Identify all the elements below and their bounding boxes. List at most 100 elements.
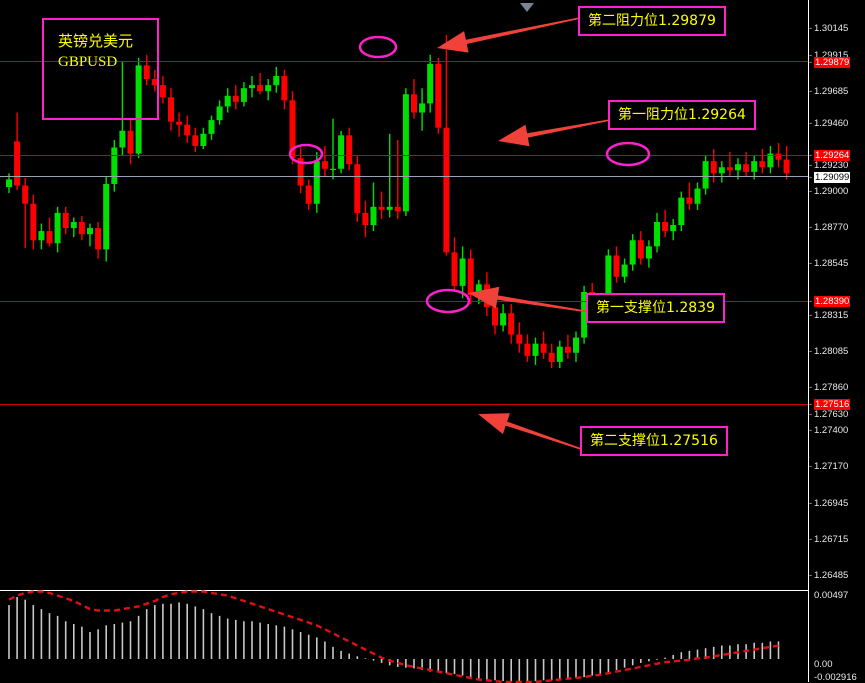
tick-mark: - [809,50,813,61]
candlestick [313,152,320,213]
candlestick [208,115,215,140]
candlestick [200,127,207,150]
candlestick [532,337,539,365]
price-tick: -1.28390 [809,296,865,307]
candlestick [694,182,701,210]
price-tick: -1.28315 [809,310,865,321]
candlestick [224,88,231,113]
candlestick [524,334,531,362]
price-tick-label: 1.27400 [814,425,849,436]
candlestick [759,149,766,174]
price-tick-label: 1.29264 [814,150,851,161]
tick-mark: - [809,570,813,581]
tick-mark: - [809,310,813,321]
candlestick [402,88,409,216]
tick-mark: - [809,160,813,171]
candlestick [751,155,758,180]
price-tick-label: 1.29915 [814,50,849,61]
level-line-support-2[interactable] [0,404,808,405]
candlestick [111,139,118,192]
candlestick [135,57,142,159]
candlestick [216,100,223,125]
price-tick-label: 1.26945 [814,498,849,509]
candlestick [386,133,393,218]
panel-separator [0,590,865,591]
tick-mark: - [809,222,813,233]
price-tick: -1.29230 [809,160,865,171]
candlestick [354,155,361,223]
candlestick [321,145,328,177]
level-line-resistance-2[interactable] [0,61,808,62]
candlestick [735,158,741,180]
candlestick [743,152,750,177]
price-tick-label: 1.27630 [814,409,849,420]
callout-second-support[interactable]: 第二支撑位1.27516 [580,426,728,456]
candlestick [232,85,239,110]
candlestick [289,91,296,165]
price-tick-label: 1.29460 [814,118,849,129]
callout-second-resistance[interactable]: 第二阻力位1.29879 [578,6,726,36]
price-scale-axis[interactable]: -1.30145-1.29915-1.29879-1.29685-1.29460… [808,0,865,683]
price-tick: -1.26715 [809,534,865,545]
symbol-label-box[interactable]: 英镑兑美元 GBPUSD [42,18,159,120]
candlestick [87,223,93,247]
candlestick [168,88,174,131]
candlestick [22,177,29,248]
tick-mark: - [809,118,813,129]
price-tick: -1.29099 [809,172,865,183]
candlestick [613,246,620,283]
candlestick [654,212,660,253]
candlestick [143,54,150,86]
price-tick: -0.002916 [809,672,865,683]
candlestick [492,298,498,335]
price-tick: -1.29915 [809,50,865,61]
price-tick-label: 1.28085 [814,346,849,357]
symbol-name-en: GBPUSD [58,54,118,70]
candlestick [451,237,458,292]
tick-mark: - [809,461,813,472]
price-tick: -1.29264 [809,150,865,161]
candlestick [435,57,442,134]
candlestick [273,66,280,93]
candlestick [645,240,652,268]
price-tick-label: 1.28770 [814,222,849,233]
candlestick [459,246,466,299]
price-tick-label: 1.28390 [814,296,851,307]
candlestick [46,217,53,247]
tick-mark: - [809,399,813,410]
candlestick [103,176,110,262]
candlestick [249,76,255,98]
price-tick: -1.28770 [809,222,865,233]
candlestick [726,152,733,177]
level-line-resistance-1[interactable] [0,155,808,156]
price-tick-label: 1.26485 [814,570,849,581]
callout-first-resistance[interactable]: 第一阻力位1.29264 [608,100,756,130]
candlestick [78,215,85,241]
candlestick [265,79,272,101]
level-line-support-1[interactable] [0,301,808,302]
price-tick: -1.27170 [809,461,865,472]
tick-mark: - [809,425,813,436]
tick-mark: - [809,172,813,183]
candlestick [151,69,158,92]
candlestick [192,127,199,153]
price-tick-label: 1.29000 [814,186,849,197]
tick-mark: - [809,409,813,420]
current-price-line [0,176,865,177]
candlestick [159,76,166,104]
price-tick: 0.00 [809,659,865,670]
candlestick [500,304,507,332]
candlestick [362,200,369,238]
candlestick-canvas [6,34,790,368]
price-tick: -1.28545 [809,258,865,269]
candlestick [127,118,134,165]
price-tick: -1.29460 [809,118,865,129]
price-tick-label: 1.29230 [814,160,849,171]
tick-mark: - [809,57,813,68]
price-tick: -1.27516 [809,399,865,410]
candlestick [257,72,264,95]
candlestick [564,334,571,359]
candlestick [95,222,102,259]
macd-indicator-panel[interactable] [0,590,808,683]
callout-first-support[interactable]: 第一支撑位1.2839 [586,293,725,323]
